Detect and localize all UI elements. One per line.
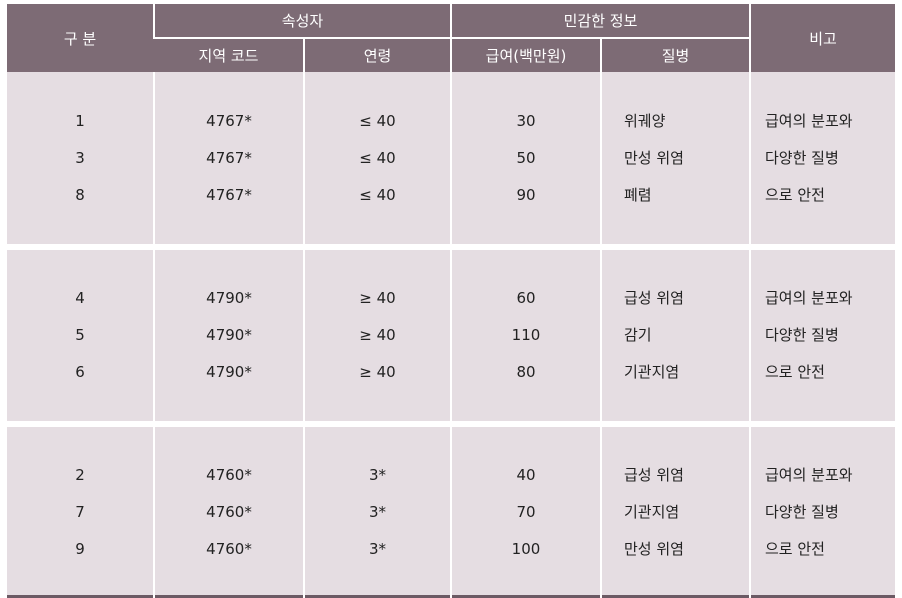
region-code: 4790*	[206, 289, 252, 307]
salary-value: 110	[511, 326, 541, 344]
remark-line: 다양한 질병	[765, 503, 839, 521]
salary-value: 100	[511, 540, 541, 558]
row-id: 1	[75, 111, 85, 130]
region-code: 4767*	[206, 148, 252, 167]
row-id: 7	[75, 503, 85, 521]
remark-line: 급여의 분포와	[765, 466, 853, 484]
cell-remark: 급여의 분포와 다양한 질병 으로 안전	[749, 421, 895, 598]
cell-ids: 2 7 9	[7, 421, 154, 598]
row-id: 9	[75, 540, 85, 558]
row-id: 6	[75, 363, 85, 381]
cell-age: 3* 3* 3*	[303, 421, 451, 598]
table-row-group-1: 1 3 8 4767* 4767* 4767* ≤ 40 ≤ 40 ≤ 40 3…	[7, 72, 895, 247]
disease-value: 급성 위염	[624, 289, 684, 307]
remark-line: 다양한 질병	[765, 148, 839, 167]
region-code: 4760*	[206, 540, 252, 558]
age-value: 3*	[368, 540, 387, 558]
cell-ids: 4 5 6	[7, 244, 154, 424]
header-disease: 질병	[600, 37, 750, 72]
age-value: 3*	[368, 466, 387, 484]
cell-salary: 40 70 100	[450, 421, 601, 598]
header-row-sub: 지역 코드 연령 급여(백만원) 질병	[7, 37, 895, 72]
table-row-group-2: 4 5 6 4790* 4790* 4790* ≥ 40 ≥ 40 ≥ 40 6…	[7, 244, 895, 424]
remark-line: 으로 안전	[765, 540, 825, 558]
remark-line: 으로 안전	[765, 185, 825, 204]
salary-value: 70	[516, 503, 536, 521]
header-age: 연령	[303, 37, 451, 72]
cell-remark: 급여의 분포와 다양한 질병 으로 안전	[749, 72, 895, 247]
remark-line: 다양한 질병	[765, 326, 839, 344]
header-attribute-group: 속성자	[153, 4, 451, 38]
cell-age: ≤ 40 ≤ 40 ≤ 40	[303, 72, 451, 247]
header-remark: 비고	[749, 4, 895, 72]
remark-line: 으로 안전	[765, 363, 825, 381]
anonymization-table: 구 분 속성자 민감한 정보 비고 지역 코드 연령 급여(백만원) 질병 1 …	[7, 4, 895, 598]
row-id: 8	[75, 185, 85, 204]
row-id: 5	[75, 326, 85, 344]
header-gubun: 구 분	[7, 4, 154, 72]
region-code: 4790*	[206, 326, 252, 344]
salary-value: 60	[516, 289, 536, 307]
disease-value: 폐렴	[624, 185, 652, 204]
salary-value: 30	[516, 111, 536, 130]
disease-value: 급성 위염	[624, 466, 684, 484]
disease-value: 위궤양	[624, 111, 666, 130]
disease-value: 기관지염	[624, 363, 680, 381]
data-table: 구 분 속성자 민감한 정보 비고 지역 코드 연령 급여(백만원) 질병 1 …	[7, 4, 895, 598]
region-code: 4790*	[206, 363, 252, 381]
remark-line: 급여의 분포와	[765, 111, 853, 130]
cell-region: 4790* 4790* 4790*	[153, 244, 304, 424]
age-value: ≥ 40	[359, 289, 396, 307]
age-value: ≤ 40	[359, 148, 396, 167]
disease-value: 만성 위염	[624, 148, 684, 167]
age-value: ≥ 40	[359, 363, 396, 381]
age-value: ≤ 40	[359, 111, 396, 130]
cell-disease: 위궤양 만성 위염 폐렴	[600, 72, 750, 247]
region-code: 4760*	[206, 466, 252, 484]
age-value: ≤ 40	[359, 185, 396, 204]
cell-ids: 1 3 8	[7, 72, 154, 247]
salary-value: 90	[516, 185, 536, 204]
row-id: 3	[75, 148, 85, 167]
salary-value: 80	[516, 363, 536, 381]
disease-value: 기관지염	[624, 503, 680, 521]
remark-line: 급여의 분포와	[765, 289, 853, 307]
row-id: 4	[75, 289, 85, 307]
cell-salary: 60 110 80	[450, 244, 601, 424]
cell-region: 4760* 4760* 4760*	[153, 421, 304, 598]
cell-disease: 급성 위염 감기 기관지염	[600, 244, 750, 424]
header-salary: 급여(백만원)	[450, 37, 601, 72]
disease-value: 만성 위염	[624, 540, 684, 558]
salary-value: 40	[516, 466, 536, 484]
table-row-group-3: 2 7 9 4760* 4760* 4760* 3* 3* 3* 40 70	[7, 421, 895, 598]
region-code: 4767*	[206, 185, 252, 204]
header-sensitive-group: 민감한 정보	[450, 4, 750, 38]
cell-disease: 급성 위염 기관지염 만성 위염	[600, 421, 750, 598]
region-code: 4760*	[206, 503, 252, 521]
salary-value: 50	[516, 148, 536, 167]
age-value: 3*	[368, 503, 387, 521]
header-region-code: 지역 코드	[154, 37, 304, 72]
cell-region: 4767* 4767* 4767*	[153, 72, 304, 247]
region-code: 4767*	[206, 111, 252, 130]
row-id: 2	[75, 466, 85, 484]
cell-remark: 급여의 분포와 다양한 질병 으로 안전	[749, 244, 895, 424]
header-row-top: 구 분 속성자 민감한 정보 비고	[7, 4, 895, 72]
disease-value: 감기	[624, 326, 652, 344]
age-value: ≥ 40	[359, 326, 396, 344]
cell-age: ≥ 40 ≥ 40 ≥ 40	[303, 244, 451, 424]
cell-salary: 30 50 90	[450, 72, 601, 247]
